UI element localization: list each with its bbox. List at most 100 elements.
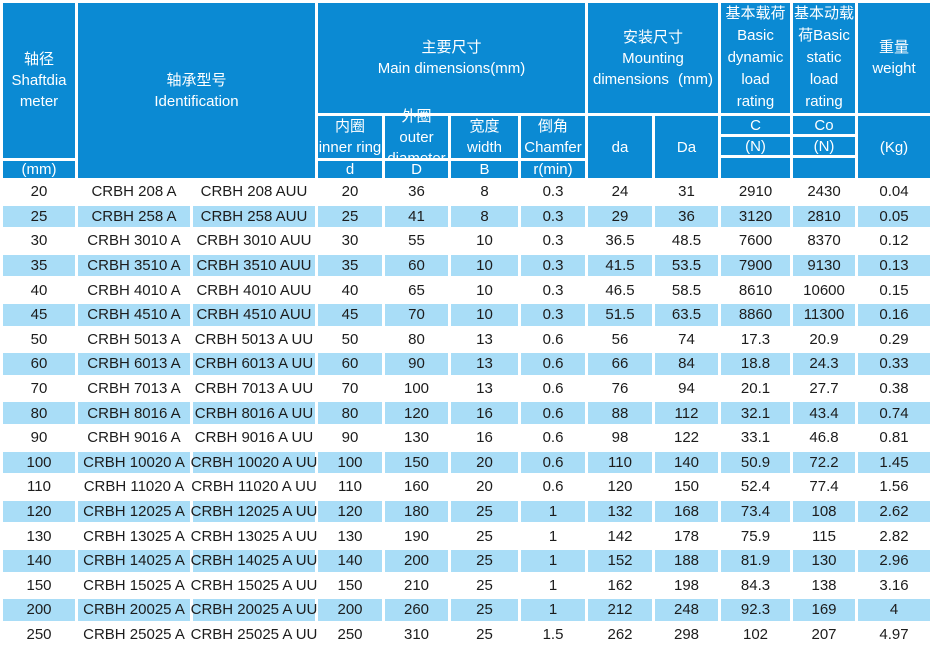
outer-diameter-D-cell: 65 [385, 279, 448, 301]
model-auu-cell: CRBH 9016 A UU [193, 426, 315, 449]
mounting-da-cell: 212 [588, 599, 652, 621]
width-B-cell: 10 [451, 230, 518, 252]
shaft-diameter-cell: 100 [3, 451, 75, 474]
model-auu-cell: CRBH 14025 A UU [191, 549, 317, 572]
static-load-unit: (N) [793, 137, 855, 155]
shaft-diameter-cell: 140 [3, 549, 75, 572]
static-load-Co-cell: 169 [793, 599, 855, 621]
identification-label: 轴承型号 Identification [78, 3, 315, 178]
mounting-Da-cell: 188 [655, 549, 718, 572]
dynamic-load-C-cell: 18.8 [721, 353, 790, 375]
mounting-da-cell: 120 [588, 476, 652, 498]
model-auu-cell: CRBH 25025 A UU [191, 623, 317, 646]
mounting-Da-cell: 48.5 [655, 230, 718, 252]
outer-diameter-D-cell: 41 [385, 205, 448, 228]
width-B-cell: 8 [451, 205, 518, 228]
width-B-cell: 20 [451, 476, 518, 498]
header-col-outer-diameter: 外圈outer diameter D [385, 108, 448, 178]
dynamic-load-C-cell: 7900 [721, 254, 790, 277]
mounting-da-cell: 51.5 [588, 303, 652, 326]
mounting-da-cell: 29 [588, 205, 652, 228]
dynamic-load-label: 基本载荷 Basic dynamic load rating [721, 3, 790, 113]
model-a-cell: CRBH 11020 A [78, 476, 190, 498]
model-a-cell: CRBH 12025 A [78, 500, 190, 523]
weight-cell: 4.97 [858, 623, 930, 646]
header-col-inner-ring: 内圈 inner ring d [318, 116, 382, 178]
width-B-cell: 25 [451, 500, 518, 523]
weight-cell: 3.16 [858, 574, 930, 597]
width-B-cell: 10 [451, 303, 518, 326]
model-auu-cell: CRBH 208 AUU [193, 181, 315, 203]
mounting-da-label: da [588, 116, 652, 178]
static-load-Co-cell: 43.4 [793, 402, 855, 424]
outer-diameter-symbol: D [385, 161, 448, 178]
weight-cell: 4 [858, 599, 930, 621]
dynamic-load-C-cell: 3120 [721, 205, 790, 228]
mounting-da-cell: 66 [588, 353, 652, 375]
dynamic-load-C-cell: 92.3 [721, 599, 790, 621]
inner-ring-symbol: d [318, 161, 382, 178]
shaft-diameter-cell: 90 [3, 426, 75, 449]
outer-diameter-D-cell: 60 [385, 254, 448, 277]
inner-ring-d-cell: 130 [318, 525, 382, 547]
mounting-Da-cell: 178 [655, 525, 718, 547]
mounting-Da-cell: 36 [655, 205, 718, 228]
static-load-Co-cell: 46.8 [793, 426, 855, 449]
header-col-weight: 重量 weight (Kg) [858, 3, 930, 178]
dynamic-load-C-cell: 8610 [721, 279, 790, 301]
chamfer-r-cell: 0.3 [521, 303, 585, 326]
mounting-Da-cell: 140 [655, 451, 718, 474]
model-auu-cell: CRBH 5013 A UU [193, 328, 315, 351]
model-a-cell: CRBH 3510 A [78, 254, 190, 277]
mounting-da-cell: 46.5 [588, 279, 652, 301]
inner-ring-d-cell: 50 [318, 328, 382, 351]
mounting-da-cell: 262 [588, 623, 652, 646]
header-col-identification: 轴承型号 Identification [78, 3, 315, 178]
mounting-Da-cell: 150 [655, 476, 718, 498]
static-load-Co-cell: 72.2 [793, 451, 855, 474]
inner-ring-d-cell: 25 [318, 205, 382, 228]
chamfer-r-cell: 0.6 [521, 377, 585, 400]
chamfer-r-cell: 0.3 [521, 230, 585, 252]
chamfer-r-cell: 0.6 [521, 353, 585, 375]
inner-ring-d-cell: 120 [318, 500, 382, 523]
outer-diameter-D-cell: 130 [385, 426, 448, 449]
mounting-Da-cell: 63.5 [655, 303, 718, 326]
inner-ring-d-cell: 90 [318, 426, 382, 449]
header-group-main-dimensions: 主要尺寸 Main dimensions(mm) 内圈 inner ring d… [318, 3, 585, 178]
static-load-Co-cell: 27.7 [793, 377, 855, 400]
outer-diameter-D-cell: 210 [385, 574, 448, 597]
weight-cell: 0.04 [858, 181, 930, 203]
outer-diameter-D-cell: 55 [385, 230, 448, 252]
width-B-cell: 25 [451, 574, 518, 597]
model-auu-cell: CRBH 258 AUU [193, 205, 315, 228]
chamfer-r-cell: 1 [521, 525, 585, 547]
chamfer-r-cell: 0.6 [521, 476, 585, 498]
mounting-Da-cell: 84 [655, 353, 718, 375]
inner-ring-d-cell: 20 [318, 181, 382, 203]
width-B-cell: 10 [451, 254, 518, 277]
model-auu-cell: CRBH 4510 AUU [193, 303, 315, 326]
header-col-chamfer: 倒角 Chamfer r(min) [521, 116, 585, 178]
model-a-cell: CRBH 7013 A [78, 377, 190, 400]
mounting-Da-label: Da [655, 116, 718, 178]
dynamic-load-C-cell: 81.9 [721, 549, 790, 572]
outer-diameter-D-cell: 310 [385, 623, 448, 646]
width-B-cell: 25 [451, 525, 518, 547]
shaft-diameter-cell: 60 [3, 353, 75, 375]
model-auu-cell: CRBH 11020 A UU [191, 476, 317, 498]
model-auu-cell: CRBH 10020 A UU [191, 451, 317, 474]
dynamic-load-C-cell: 75.9 [721, 525, 790, 547]
mounting-Da-cell: 198 [655, 574, 718, 597]
chamfer-r-cell: 0.6 [521, 451, 585, 474]
chamfer-r-cell: 0.6 [521, 426, 585, 449]
header-col-shaft-diameter: 轴径 Shaftdia meter (mm) [3, 3, 75, 178]
mounting-label: 安装尺寸 Mounting dimensions (mm) [588, 3, 718, 113]
model-a-cell: CRBH 6013 A [78, 353, 190, 375]
dynamic-load-spacer [721, 158, 790, 178]
model-auu-cell: CRBH 15025 A UU [191, 574, 317, 597]
shaft-diameter-label: 轴径 Shaftdia meter [3, 3, 75, 158]
weight-cell: 1.56 [858, 476, 930, 498]
static-load-Co-cell: 130 [793, 549, 855, 572]
